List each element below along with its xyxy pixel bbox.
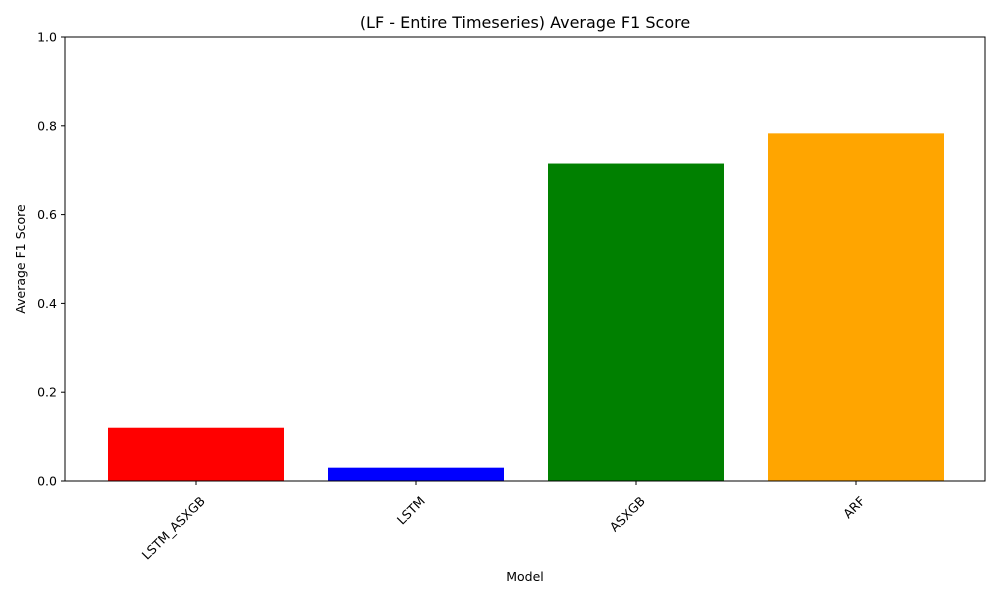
bars-group: [108, 133, 944, 482]
bar-lstm-asxgb: [108, 427, 284, 481]
y-tick-label: 0.0: [37, 474, 57, 489]
bar-arf: [768, 133, 944, 481]
chart-title: (LF - Entire Timeseries) Average F1 Scor…: [360, 13, 690, 32]
x-tick-label: ARF: [840, 493, 868, 521]
plot-area-frame: [64, 36, 986, 482]
y-tick-label: 1.0: [37, 30, 57, 45]
bar-asxgb: [548, 163, 724, 482]
y-axis-label: Average F1 Score: [13, 204, 28, 314]
x-tick-label: ASXGB: [607, 493, 648, 534]
bar-lstm: [328, 467, 504, 481]
y-axis: 0.0 0.2 0.4 0.6 0.8 1.0: [37, 30, 65, 489]
x-tick-label: LSTM: [394, 493, 428, 527]
x-axis: LSTM_ASXGB LSTM ASXGB ARF: [139, 481, 868, 563]
y-tick-label: 0.2: [37, 385, 57, 400]
x-tick-label: LSTM_ASXGB: [139, 493, 208, 562]
y-tick-label: 0.8: [37, 118, 57, 133]
y-tick-label: 0.4: [37, 296, 57, 311]
x-axis-label: Model: [506, 569, 544, 584]
y-tick-label: 0.6: [37, 207, 57, 222]
